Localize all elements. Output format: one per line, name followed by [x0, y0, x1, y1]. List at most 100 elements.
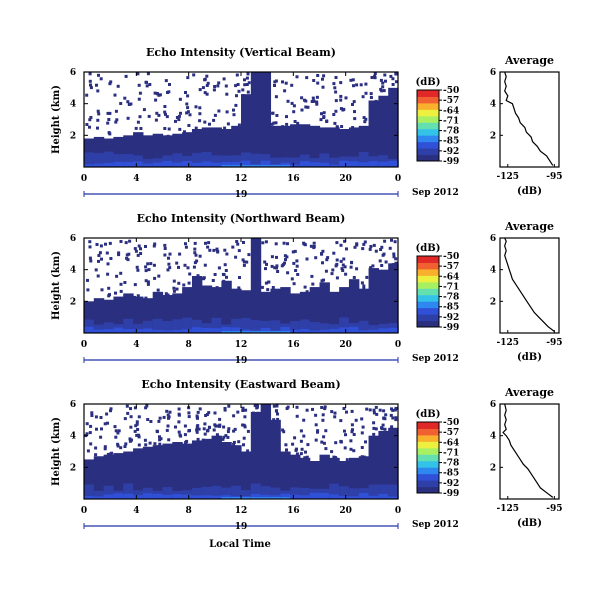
echo-peak-layer [260, 331, 272, 333]
echo-speckle [275, 409, 278, 413]
echo-speckle [196, 424, 200, 428]
echo-peak-layer [221, 331, 232, 333]
echo-speckle [252, 411, 255, 415]
echo-speckle [270, 264, 274, 268]
echo-surface-layer [221, 495, 232, 499]
echo-low-layer [191, 319, 203, 333]
echo-speckle [320, 279, 324, 283]
echo-speckle [109, 409, 112, 413]
echo-speckle [255, 405, 259, 409]
echo-column [152, 291, 164, 333]
echo-speckle [237, 89, 241, 93]
echo-speckle [384, 260, 388, 264]
echo-speckle [363, 120, 367, 124]
echo-surface-layer [211, 162, 222, 167]
echo-low-layer [133, 490, 144, 499]
echo-surface-layer [358, 162, 370, 167]
x-tick-label: 0 [395, 174, 401, 184]
echo-speckle [196, 274, 200, 278]
echo-speckle [158, 93, 162, 97]
profile-frame [499, 403, 560, 500]
echo-speckle [174, 425, 177, 429]
x-tick-label: 8 [186, 174, 192, 184]
x-tick-label: 16 [287, 506, 300, 516]
echo-speckle [295, 447, 298, 451]
echo-low-layer [113, 154, 124, 167]
echo-column [201, 127, 213, 167]
echo-column [280, 451, 291, 499]
profile-frame [499, 237, 560, 334]
echo-low-layer [358, 152, 370, 167]
echo-speckle [275, 255, 278, 259]
echo-speckle [312, 79, 316, 82]
echo-speckle [388, 246, 392, 250]
echo-speckle [107, 118, 111, 121]
echo-speckle [335, 241, 339, 245]
echo-speckle [166, 293, 170, 297]
echo-surface-layer [113, 493, 124, 499]
profile-x-tick-label: -125 [496, 172, 519, 182]
echo-speckle [265, 262, 268, 266]
profile-x-tick-label: -125 [496, 338, 519, 348]
echo-speckle [309, 244, 313, 248]
colorbar-unit: (dB) [416, 77, 441, 88]
echo-speckle [331, 268, 335, 272]
echo-low-layer [378, 155, 389, 167]
echo-low-layer [339, 486, 350, 499]
echo-speckle [126, 411, 130, 415]
echo-surface-layer [339, 327, 350, 333]
echo-low-layer [84, 484, 95, 499]
echo-speckle [305, 76, 309, 80]
echo-speckle [374, 405, 378, 409]
echo-speckle [378, 408, 382, 412]
echo-column [172, 133, 183, 167]
echo-peak-layer [221, 165, 232, 167]
echo-speckle [295, 264, 299, 268]
echo-speckle [106, 111, 110, 115]
echo-low-layer [368, 325, 379, 333]
echo-speckle [184, 245, 188, 249]
echo-speckle [238, 276, 241, 279]
echo-column [280, 287, 291, 333]
echo-surface-layer [250, 494, 262, 499]
echo-speckle [223, 408, 227, 412]
echo-speckle [245, 260, 249, 264]
echo-speckle [292, 261, 296, 265]
echo-speckle [351, 126, 355, 129]
echo-low-layer [191, 487, 203, 499]
echo-speckle [305, 290, 309, 294]
echo-speckle [163, 253, 167, 257]
echo-speckle [264, 267, 267, 271]
echo-speckle [224, 434, 228, 438]
echo-surface-layer [231, 327, 242, 333]
echo-speckle [394, 261, 398, 265]
colorbar-segment [417, 454, 439, 462]
echo-speckle [372, 408, 376, 412]
echo-surface-layer [191, 327, 203, 333]
profile-y-tick-label: 6 [490, 234, 496, 244]
echo-speckle [372, 411, 376, 415]
echo-speckle [330, 410, 334, 414]
echo-surface-layer [378, 493, 389, 499]
profile-x-tick-label: -95 [546, 338, 562, 348]
echo-speckle [154, 118, 158, 122]
colorbar-tick-label: -50 [443, 86, 459, 96]
echo-low-layer [241, 318, 252, 333]
echo-speckle [291, 250, 295, 254]
echo-column [182, 443, 193, 499]
echo-speckle [166, 134, 170, 138]
echo-speckle [311, 96, 315, 100]
echo-speckle [274, 95, 278, 99]
echo-speckle [369, 96, 373, 99]
echo-speckle [320, 440, 324, 444]
echo-speckle [108, 132, 112, 136]
echo-speckle [153, 276, 157, 280]
echo-surface-layer [280, 493, 291, 499]
echo-speckle [139, 247, 142, 251]
echo-surface-layer [280, 162, 291, 167]
echo-speckle [97, 259, 100, 263]
echo-surface-layer [319, 162, 330, 167]
echo-speckle [153, 242, 157, 246]
echo-speckle [135, 433, 139, 437]
echo-speckle [362, 284, 366, 288]
